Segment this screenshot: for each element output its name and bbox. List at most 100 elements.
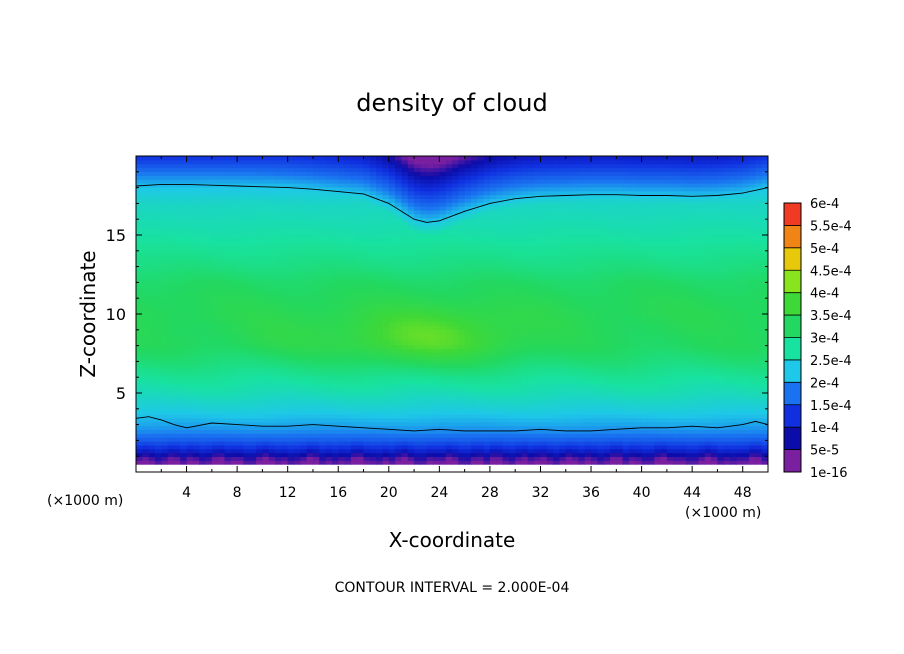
density-cell <box>749 325 756 330</box>
density-cell <box>230 329 238 334</box>
density-cell <box>610 321 617 327</box>
density-cell <box>742 398 750 404</box>
density-cell <box>433 279 440 284</box>
density-cell <box>628 429 636 434</box>
density-cell <box>704 290 712 296</box>
density-cell <box>610 325 617 330</box>
density-cell <box>641 417 649 423</box>
density-cell <box>142 313 150 319</box>
density-cell <box>736 429 744 434</box>
density-cell <box>584 444 592 450</box>
density-cell <box>641 333 649 338</box>
density-cell <box>281 375 289 380</box>
density-cell <box>723 433 731 438</box>
density-cell <box>319 294 327 300</box>
density-cell <box>622 333 630 338</box>
density-cell <box>666 283 674 288</box>
density-cell <box>294 344 301 350</box>
density-cell <box>502 390 510 396</box>
density-cell <box>224 402 232 407</box>
density-cell <box>180 379 188 384</box>
density-cell <box>565 360 573 365</box>
density-cell <box>230 313 238 319</box>
density-cell <box>749 340 756 346</box>
density-cell <box>559 363 567 369</box>
density-cell <box>515 456 523 461</box>
density-cell <box>711 344 719 350</box>
density-cell <box>357 283 365 288</box>
density-cell <box>597 363 605 369</box>
density-cell <box>508 298 516 303</box>
density-cell <box>161 329 169 334</box>
density-cell <box>148 387 156 392</box>
density-cell <box>388 313 396 319</box>
density-cell <box>338 360 346 365</box>
density-cell <box>603 321 611 327</box>
density-cell <box>489 394 497 400</box>
density-cell <box>578 390 586 396</box>
density-cell <box>331 290 339 296</box>
density-cell <box>420 360 428 365</box>
density-cell <box>470 344 478 350</box>
density-cell <box>142 302 150 307</box>
density-cell <box>527 321 535 327</box>
density-cell <box>376 356 384 361</box>
density-cell <box>224 321 232 327</box>
density-cell <box>717 440 725 446</box>
density-cell <box>369 329 377 334</box>
density-cell <box>249 444 257 450</box>
density-cell <box>230 375 238 380</box>
density-cell <box>357 310 365 315</box>
density-cell <box>603 340 611 346</box>
density-cell <box>755 425 763 431</box>
density-cell <box>496 440 504 446</box>
density-cell <box>540 337 548 342</box>
density-cell <box>685 383 693 388</box>
density-cell <box>319 340 327 346</box>
density-cell <box>673 302 681 307</box>
density-cell <box>350 383 358 388</box>
density-cell <box>401 333 409 338</box>
density-cell <box>224 375 232 380</box>
density-cell <box>515 379 523 384</box>
density-cell <box>256 275 263 280</box>
density-cell <box>382 452 390 457</box>
density-cell <box>167 363 175 369</box>
density-cell <box>218 387 226 392</box>
density-cell <box>262 379 270 384</box>
density-cell <box>711 383 719 388</box>
density-cell <box>350 410 358 415</box>
density-cell <box>224 367 232 373</box>
density-cell <box>508 452 516 457</box>
density-cell <box>546 340 554 346</box>
density-cell <box>148 317 156 323</box>
density-cell <box>578 313 586 319</box>
density-cell <box>565 379 573 384</box>
density-cell <box>306 348 314 354</box>
density-cell <box>635 333 643 338</box>
density-cell <box>237 325 245 330</box>
density-cell <box>654 394 662 400</box>
density-cell <box>489 352 497 357</box>
density-cell <box>483 286 491 292</box>
density-cell <box>388 390 396 396</box>
density-cell <box>610 414 617 419</box>
density-cell <box>458 387 466 392</box>
density-cell <box>603 456 611 461</box>
density-cell <box>388 460 396 465</box>
density-cell <box>407 421 415 427</box>
density-cell <box>173 333 181 338</box>
density-cell <box>723 313 731 319</box>
density-cell <box>262 294 270 300</box>
density-cell <box>711 460 719 465</box>
density-cell <box>382 290 390 296</box>
density-cell <box>300 271 308 276</box>
density-cell <box>300 279 308 284</box>
density-cell <box>559 390 567 396</box>
density-cell <box>635 394 643 400</box>
density-cell <box>350 429 358 434</box>
density-cell <box>553 437 561 442</box>
density-cell <box>578 275 586 280</box>
density-cell <box>312 375 320 380</box>
density-cell <box>730 452 737 457</box>
